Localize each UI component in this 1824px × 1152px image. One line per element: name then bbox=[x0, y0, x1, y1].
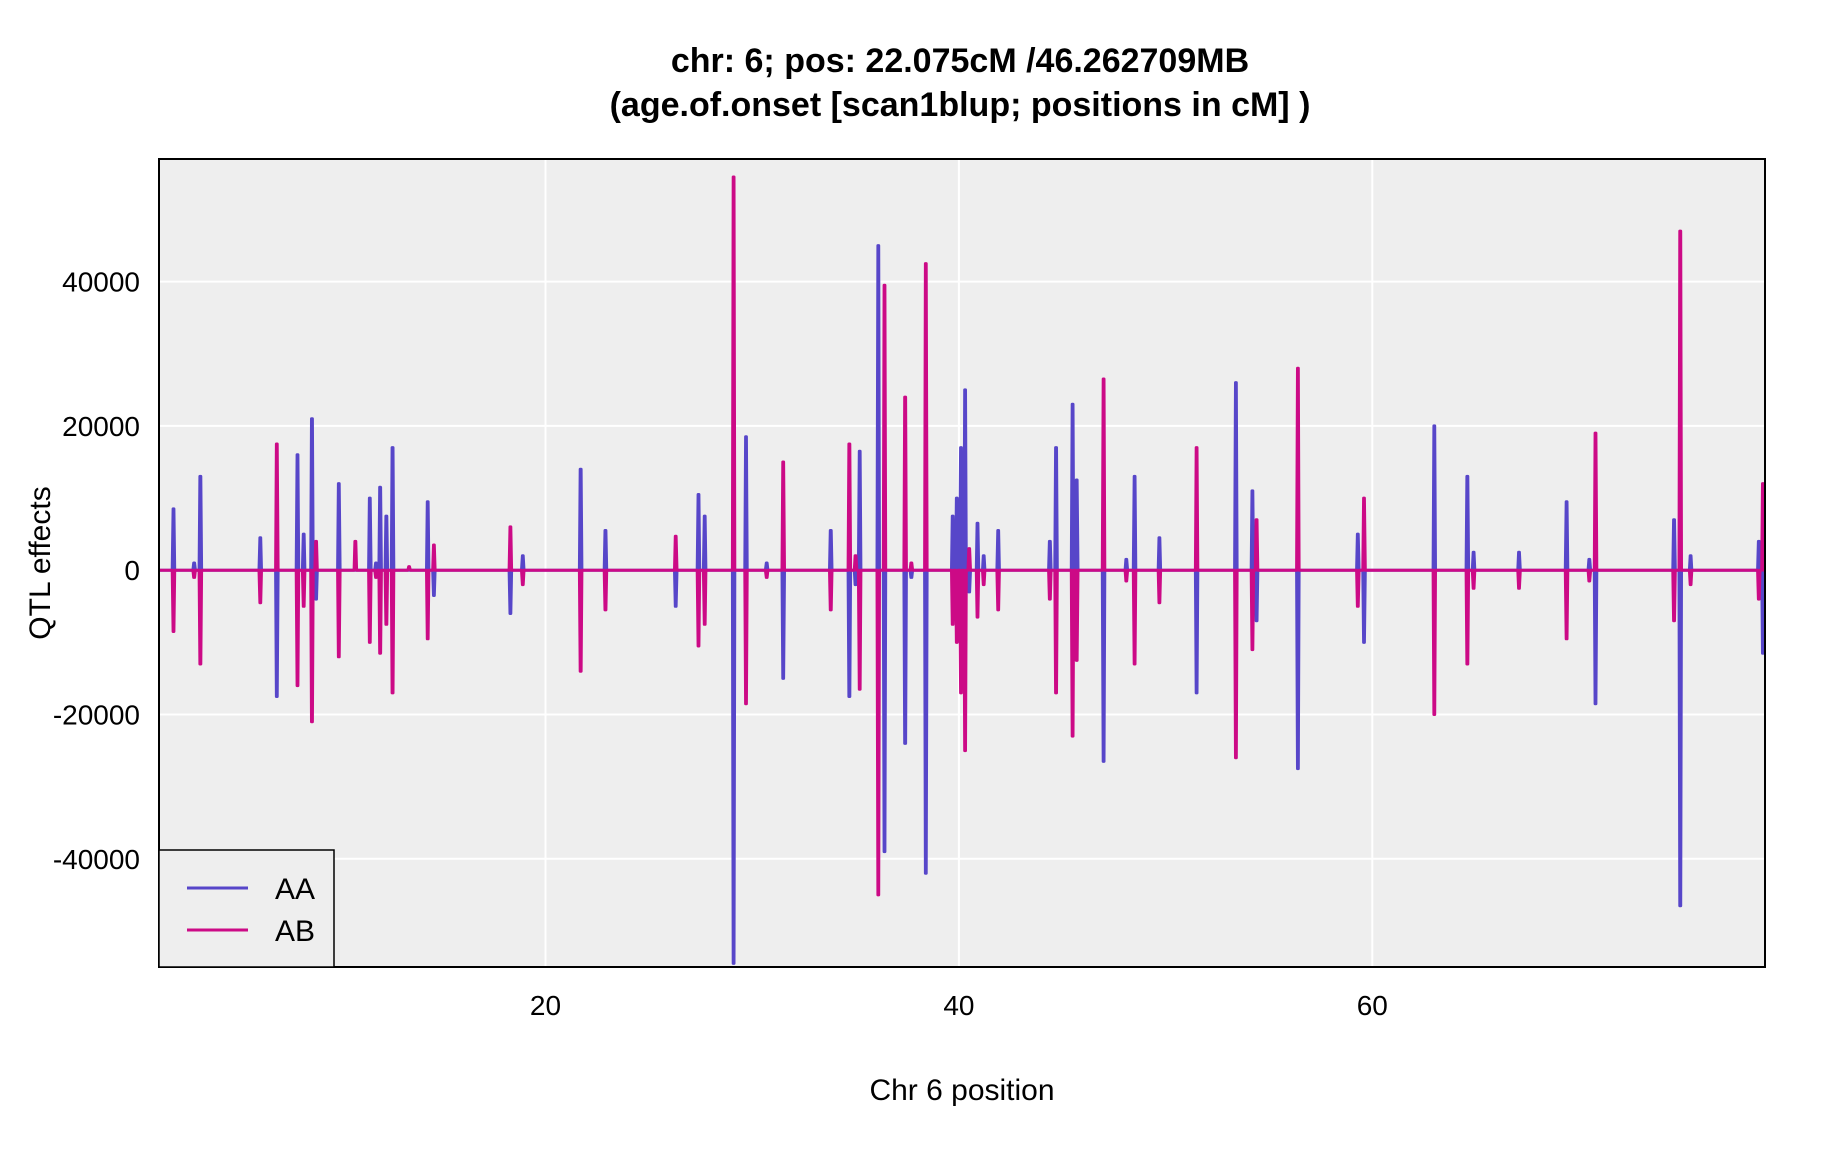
y-tick-label: 0 bbox=[124, 555, 140, 586]
x-axis-ticks: 20 40 60 bbox=[530, 990, 1388, 1021]
series-line-ab bbox=[159, 175, 1766, 897]
legend-label-ab: AB bbox=[275, 915, 315, 948]
x-tick-label: 40 bbox=[943, 990, 974, 1021]
plot-frame bbox=[158, 158, 1766, 968]
x-tick-label: 60 bbox=[1357, 990, 1388, 1021]
x-tick-label: 20 bbox=[530, 990, 561, 1021]
y-axis-ticks: -40000 -20000 0 20000 40000 bbox=[53, 267, 140, 875]
y-tick-label: -20000 bbox=[53, 700, 140, 731]
x-axis-label: Chr 6 position bbox=[869, 1074, 1054, 1107]
y-tick-label: 20000 bbox=[62, 411, 140, 442]
legend: AA AB bbox=[158, 849, 335, 968]
chart-subtitle: (age.of.onset [scan1blup; positions in c… bbox=[610, 86, 1311, 124]
legend-label-aa: AA bbox=[275, 873, 315, 906]
legend-box bbox=[158, 849, 335, 968]
y-tick-label: -40000 bbox=[53, 844, 140, 875]
y-axis-label: QTL effects bbox=[24, 486, 57, 639]
series-layer bbox=[159, 175, 1766, 965]
y-tick-label: 40000 bbox=[62, 267, 140, 298]
series-ab bbox=[159, 175, 1766, 897]
chart-title: chr: 6; pos: 22.075cM /46.262709MB bbox=[671, 42, 1249, 80]
